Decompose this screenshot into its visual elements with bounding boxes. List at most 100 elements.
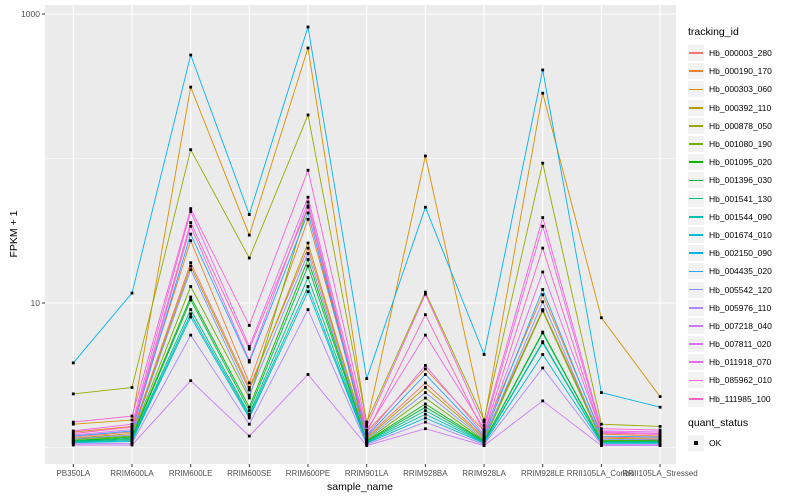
data-point: [306, 276, 310, 279]
legend-item-label: Hb_000878_050: [709, 120, 772, 131]
data-point: [482, 437, 486, 441]
legend-item: Hb_007218_040: [688, 317, 772, 335]
legend-item: Hb_111985_100: [688, 390, 772, 408]
legend-key-line-icon: [689, 215, 703, 218]
data-points: [71, 25, 662, 447]
legend-item: Hb_005542_120: [688, 280, 772, 298]
data-point: [71, 429, 75, 433]
data-point: [365, 433, 369, 437]
data-point: [189, 308, 193, 311]
data-point: [541, 216, 545, 219]
data-point: [71, 420, 75, 424]
x-tick-label: RRIM600LE: [169, 469, 213, 478]
data-point: [365, 425, 369, 428]
data-point: [189, 285, 193, 288]
data-point: [189, 298, 193, 302]
data-point: [482, 418, 486, 422]
data-point: [424, 290, 427, 294]
data-point: [424, 386, 427, 389]
data-point: [189, 312, 193, 316]
data-point: [365, 444, 369, 447]
legend-key: [688, 45, 704, 62]
data-point: [130, 443, 134, 447]
data-point: [600, 429, 603, 433]
legend-item-label: Hb_002150_090: [709, 248, 772, 259]
data-point: [424, 367, 427, 371]
data-point: [424, 373, 427, 376]
legend-item-label: Hb_001396_030: [709, 175, 772, 186]
data-point: [71, 437, 75, 441]
data-point: [424, 205, 427, 209]
data-point: [247, 256, 251, 260]
legend-key-line-icon: [689, 52, 703, 54]
data-point: [365, 428, 369, 432]
legend-key-line-icon: [689, 379, 703, 382]
x-tick-label: RRIM600PE: [286, 469, 330, 478]
legend-item-label: Hb_111985_100: [709, 393, 771, 404]
data-point: [189, 224, 193, 228]
legend-key: [688, 245, 704, 262]
legend-key-line-icon: [689, 270, 703, 273]
data-point: [541, 366, 545, 370]
data-point: [189, 221, 193, 224]
data-point: [306, 308, 310, 311]
data-point: [247, 386, 251, 389]
data-point: [189, 264, 193, 268]
legend-key: [688, 336, 704, 353]
legend-item-label: Hb_000392_110: [709, 102, 772, 113]
data-point: [541, 68, 545, 72]
legend-key: [688, 281, 704, 298]
data-point: [306, 211, 310, 215]
data-point: [189, 379, 193, 383]
data-point: [541, 91, 545, 95]
data-point: [247, 345, 251, 348]
legend-key-line-icon: [689, 161, 703, 164]
data-point: [306, 258, 310, 261]
data-point: [130, 386, 134, 389]
y-tick-label: 1000: [21, 9, 40, 19]
data-point: [424, 396, 427, 400]
data-point: [71, 361, 75, 365]
data-point: [306, 46, 310, 50]
data-point: [600, 427, 603, 431]
data-point: [306, 285, 310, 288]
data-point: [189, 315, 193, 319]
data-point: [658, 395, 662, 398]
legend-key-line-icon: [689, 106, 703, 109]
data-point: [189, 261, 193, 265]
data-point: [189, 232, 193, 236]
data-point: [541, 353, 545, 356]
data-point: [306, 25, 310, 29]
data-point: [600, 437, 603, 441]
legend-key: [688, 390, 704, 407]
data-point: [189, 333, 193, 337]
legend-item: Hb_000003_280: [688, 44, 772, 62]
data-point: [130, 418, 134, 422]
data-point: [424, 313, 427, 317]
legend-key: [688, 190, 704, 207]
legend-items: Hb_000003_280 Hb_000190_170 Hb_000303_060 H…: [688, 44, 772, 408]
data-point: [600, 434, 603, 438]
data-point: [247, 347, 251, 351]
data-point: [247, 360, 251, 364]
x-tick-label: RRIM901LA: [345, 469, 389, 478]
legend-key: [688, 136, 704, 153]
data-point: [247, 412, 251, 416]
data-point: [365, 422, 369, 426]
axes: 10 1000 PB350LA RRIM600LA RRIM600LE RRIM600SE…: [21, 9, 698, 478]
data-point: [130, 433, 134, 437]
data-point: [130, 291, 134, 295]
data-point: [541, 300, 545, 304]
data-point: [306, 195, 310, 199]
legend-item-label: Hb_000303_060: [709, 84, 772, 95]
data-point: [482, 433, 486, 436]
data-point: [189, 53, 193, 57]
data-point: [247, 213, 251, 216]
legend-item: Hb_005976_110: [688, 299, 772, 317]
legend-key-line-icon: [689, 179, 703, 182]
data-point: [130, 422, 134, 426]
legend-key-line-icon: [689, 306, 703, 309]
data-point: [71, 432, 75, 435]
data-point: [306, 252, 310, 255]
